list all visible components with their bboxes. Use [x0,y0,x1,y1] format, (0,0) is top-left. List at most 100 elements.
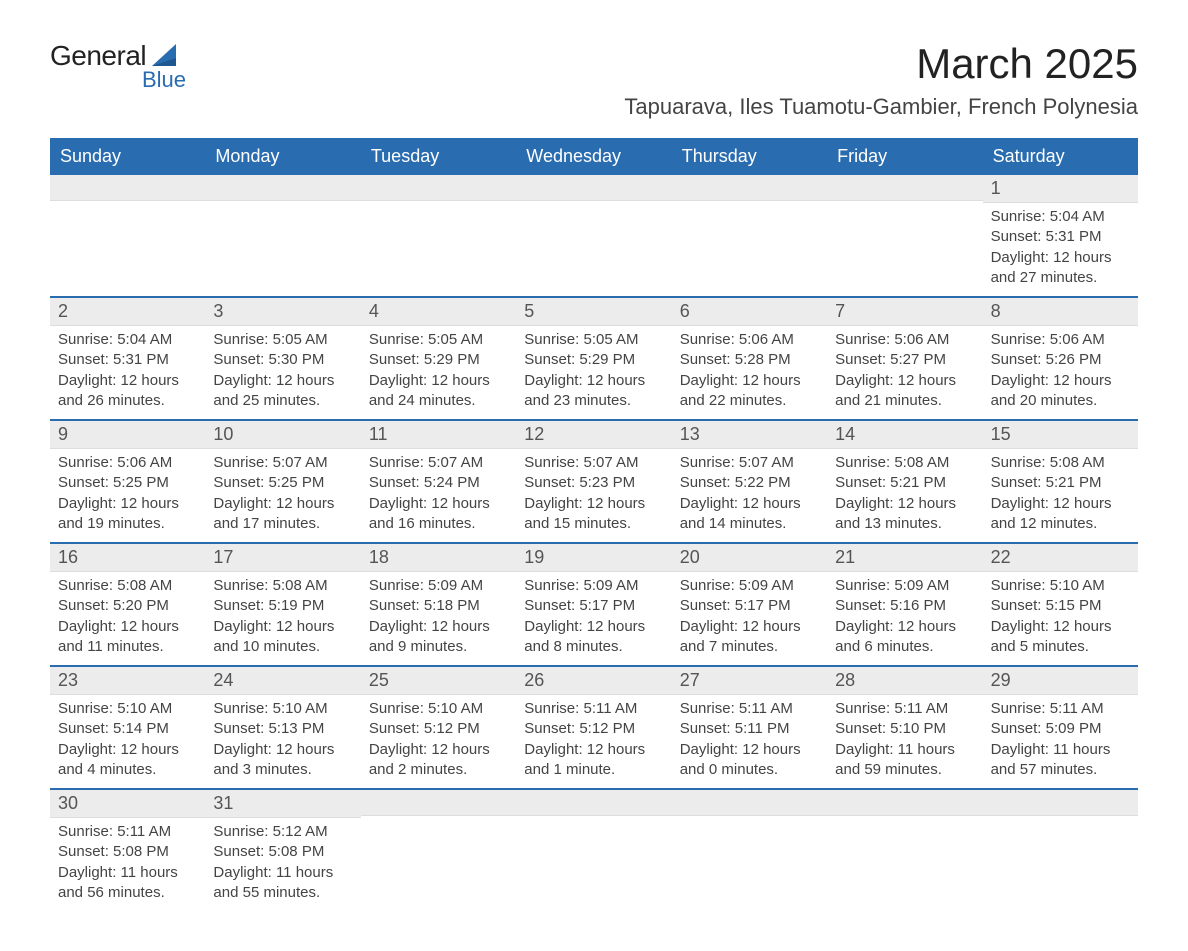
sunrise-text: Sunrise: 5:09 AM [680,576,819,596]
day-cell: 19Sunrise: 5:09 AMSunset: 5:17 PMDayligh… [516,544,671,665]
daylight-text: Daylight: 12 hours and 12 minutes. [991,494,1130,535]
day-body: Sunrise: 5:10 AMSunset: 5:14 PMDaylight:… [50,695,205,788]
sunrise-text: Sunrise: 5:07 AM [680,453,819,473]
sunrise-text: Sunrise: 5:12 AM [213,822,352,842]
dow-sunday: Sunday [50,138,205,175]
day-number: 24 [205,667,360,695]
sunrise-text: Sunrise: 5:06 AM [835,330,974,350]
day-number: 26 [516,667,671,695]
day-cell: 15Sunrise: 5:08 AMSunset: 5:21 PMDayligh… [983,421,1138,542]
sunrise-text: Sunrise: 5:07 AM [524,453,663,473]
day-cell: 24Sunrise: 5:10 AMSunset: 5:13 PMDayligh… [205,667,360,788]
sunset-text: Sunset: 5:11 PM [680,719,819,739]
sunrise-text: Sunrise: 5:07 AM [369,453,508,473]
daylight-text: Daylight: 12 hours and 20 minutes. [991,371,1130,412]
day-number [827,175,982,201]
logo-text-sub: Blue [142,67,186,93]
day-cell [516,790,671,911]
day-number [516,175,671,201]
day-body: Sunrise: 5:08 AMSunset: 5:21 PMDaylight:… [983,449,1138,542]
day-cell: 17Sunrise: 5:08 AMSunset: 5:19 PMDayligh… [205,544,360,665]
sunrise-text: Sunrise: 5:04 AM [58,330,197,350]
day-body: Sunrise: 5:12 AMSunset: 5:08 PMDaylight:… [205,818,360,911]
sunset-text: Sunset: 5:17 PM [680,596,819,616]
day-cell: 29Sunrise: 5:11 AMSunset: 5:09 PMDayligh… [983,667,1138,788]
dow-wednesday: Wednesday [516,138,671,175]
day-number: 9 [50,421,205,449]
day-number: 16 [50,544,205,572]
day-number [361,175,516,201]
weeks-container: 1Sunrise: 5:04 AMSunset: 5:31 PMDaylight… [50,175,1138,911]
sunset-text: Sunset: 5:25 PM [58,473,197,493]
sunrise-text: Sunrise: 5:09 AM [369,576,508,596]
day-number: 18 [361,544,516,572]
daylight-text: Daylight: 12 hours and 10 minutes. [213,617,352,658]
day-number: 17 [205,544,360,572]
day-number: 3 [205,298,360,326]
sunset-text: Sunset: 5:25 PM [213,473,352,493]
title-block: March 2025 Tapuarava, Iles Tuamotu-Gambi… [624,40,1138,120]
daylight-text: Daylight: 12 hours and 0 minutes. [680,740,819,781]
daylight-text: Daylight: 12 hours and 1 minute. [524,740,663,781]
sunrise-text: Sunrise: 5:04 AM [991,207,1130,227]
sunset-text: Sunset: 5:13 PM [213,719,352,739]
day-body: Sunrise: 5:11 AMSunset: 5:12 PMDaylight:… [516,695,671,788]
day-number: 27 [672,667,827,695]
week-row: 23Sunrise: 5:10 AMSunset: 5:14 PMDayligh… [50,667,1138,790]
sunrise-text: Sunrise: 5:06 AM [58,453,197,473]
sunset-text: Sunset: 5:19 PM [213,596,352,616]
sunrise-text: Sunrise: 5:08 AM [58,576,197,596]
day-cell: 2Sunrise: 5:04 AMSunset: 5:31 PMDaylight… [50,298,205,419]
day-body: Sunrise: 5:07 AMSunset: 5:24 PMDaylight:… [361,449,516,542]
dow-friday: Friday [827,138,982,175]
day-number: 31 [205,790,360,818]
day-body: Sunrise: 5:10 AMSunset: 5:13 PMDaylight:… [205,695,360,788]
page-header: General Blue March 2025 Tapuarava, Iles … [50,40,1138,120]
day-number: 13 [672,421,827,449]
logo-text-main: General [50,40,146,72]
daylight-text: Daylight: 12 hours and 9 minutes. [369,617,508,658]
dow-monday: Monday [205,138,360,175]
week-row: 30Sunrise: 5:11 AMSunset: 5:08 PMDayligh… [50,790,1138,911]
sunrise-text: Sunrise: 5:10 AM [991,576,1130,596]
week-row: 1Sunrise: 5:04 AMSunset: 5:31 PMDaylight… [50,175,1138,298]
day-cell: 1Sunrise: 5:04 AMSunset: 5:31 PMDaylight… [983,175,1138,296]
day-number [205,175,360,201]
day-cell [827,790,982,911]
sunset-text: Sunset: 5:31 PM [58,350,197,370]
sunrise-text: Sunrise: 5:11 AM [991,699,1130,719]
day-body: Sunrise: 5:10 AMSunset: 5:12 PMDaylight:… [361,695,516,788]
day-cell: 13Sunrise: 5:07 AMSunset: 5:22 PMDayligh… [672,421,827,542]
day-cell: 12Sunrise: 5:07 AMSunset: 5:23 PMDayligh… [516,421,671,542]
day-number: 19 [516,544,671,572]
day-number: 6 [672,298,827,326]
day-cell [50,175,205,296]
daylight-text: Daylight: 11 hours and 57 minutes. [991,740,1130,781]
day-cell [361,175,516,296]
day-cell: 25Sunrise: 5:10 AMSunset: 5:12 PMDayligh… [361,667,516,788]
day-cell [361,790,516,911]
dow-tuesday: Tuesday [361,138,516,175]
day-cell [516,175,671,296]
day-body: Sunrise: 5:06 AMSunset: 5:26 PMDaylight:… [983,326,1138,419]
day-number: 5 [516,298,671,326]
dow-thursday: Thursday [672,138,827,175]
day-number: 28 [827,667,982,695]
day-number: 22 [983,544,1138,572]
daylight-text: Daylight: 12 hours and 21 minutes. [835,371,974,412]
day-body: Sunrise: 5:04 AMSunset: 5:31 PMDaylight:… [50,326,205,419]
sunrise-text: Sunrise: 5:05 AM [369,330,508,350]
day-cell: 14Sunrise: 5:08 AMSunset: 5:21 PMDayligh… [827,421,982,542]
day-number [672,175,827,201]
day-number [361,790,516,816]
day-body: Sunrise: 5:07 AMSunset: 5:23 PMDaylight:… [516,449,671,542]
day-body: Sunrise: 5:09 AMSunset: 5:17 PMDaylight:… [516,572,671,665]
day-cell: 4Sunrise: 5:05 AMSunset: 5:29 PMDaylight… [361,298,516,419]
daylight-text: Daylight: 12 hours and 24 minutes. [369,371,508,412]
daylight-text: Daylight: 12 hours and 4 minutes. [58,740,197,781]
day-cell: 21Sunrise: 5:09 AMSunset: 5:16 PMDayligh… [827,544,982,665]
sunset-text: Sunset: 5:09 PM [991,719,1130,739]
sunset-text: Sunset: 5:31 PM [991,227,1130,247]
daylight-text: Daylight: 12 hours and 23 minutes. [524,371,663,412]
daylight-text: Daylight: 12 hours and 14 minutes. [680,494,819,535]
